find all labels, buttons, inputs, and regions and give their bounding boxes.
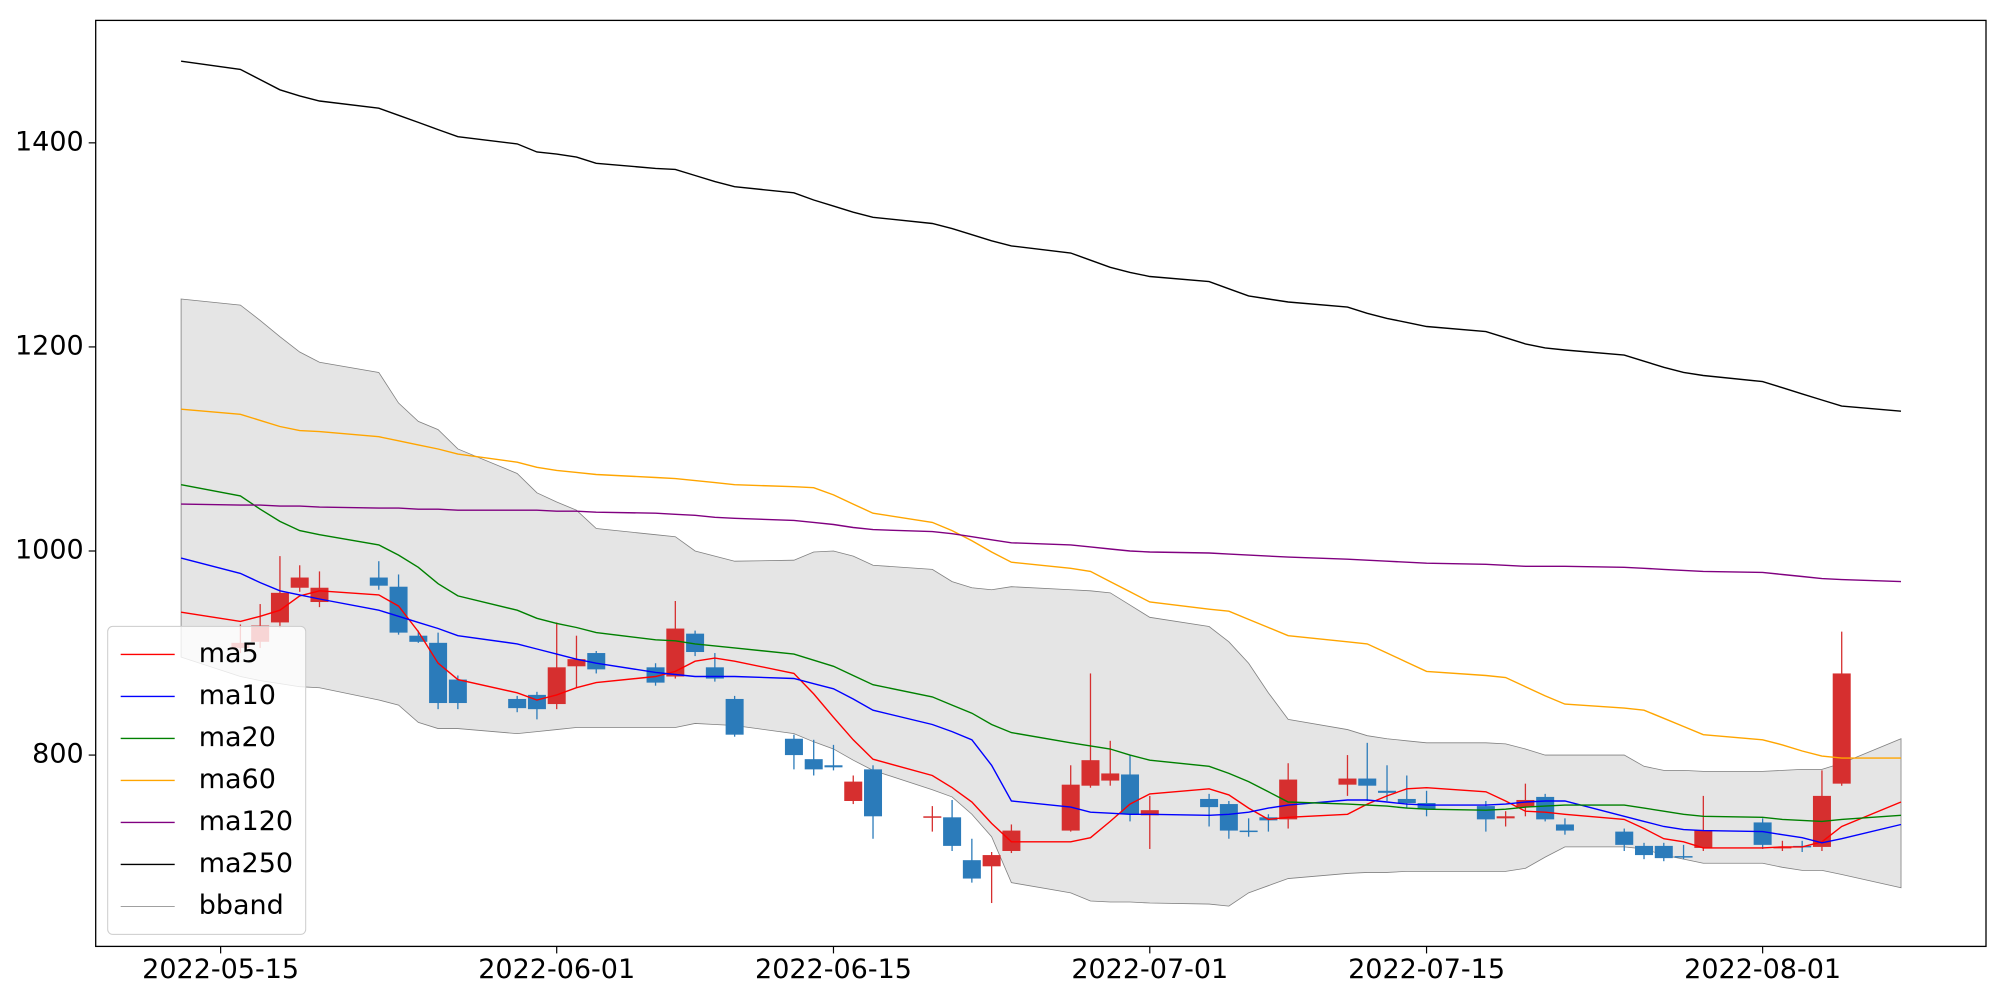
candle-body: [1121, 774, 1140, 815]
candle-body: [1773, 846, 1792, 849]
x-tick-label: 2022-06-01: [478, 954, 635, 985]
candle-body: [1674, 856, 1693, 858]
legend-label: bband: [199, 890, 284, 921]
candle-body: [409, 635, 428, 642]
candle-body: [1555, 824, 1574, 831]
candle-body: [1338, 778, 1357, 785]
candle-body: [1279, 779, 1298, 820]
y-tick-label: 1400: [15, 126, 84, 157]
candle-body: [1081, 760, 1100, 786]
candle-body: [1200, 798, 1219, 808]
y-tick-label: 1200: [15, 330, 84, 361]
candle-body: [1753, 822, 1772, 845]
ma-line: [181, 408, 1901, 759]
x-tick-label: 2022-06-15: [755, 954, 912, 985]
candle-body: [567, 659, 586, 667]
candle-body: [943, 817, 962, 846]
candle-body: [1635, 845, 1654, 856]
candle-body: [1378, 790, 1397, 793]
candle-body: [804, 759, 823, 770]
ma-line: [180, 484, 1902, 823]
plot-area: [180, 60, 1902, 907]
ma-line: [180, 590, 1902, 849]
candle-body: [1516, 799, 1535, 808]
candle-body: [1476, 806, 1495, 820]
ma-line: [181, 503, 1902, 583]
candle-body: [824, 765, 843, 768]
candle-body: [1397, 798, 1416, 804]
candle-body: [1002, 830, 1021, 851]
ma-line: [180, 557, 1902, 844]
candle-body: [1694, 830, 1713, 848]
x-tick-label: 2022-05-15: [142, 954, 299, 985]
candle-body: [1219, 804, 1238, 831]
candle-body: [270, 592, 289, 623]
candle-body: [1239, 830, 1258, 833]
legend-label: ma250: [199, 848, 293, 879]
legend-box: [107, 625, 307, 935]
ma-line: [181, 60, 1902, 412]
candle-body: [1496, 816, 1515, 819]
legend-label: ma10: [199, 680, 276, 711]
candle-body: [705, 667, 724, 679]
candle-body: [725, 698, 744, 735]
candle-body: [923, 816, 942, 818]
axes-frame: [95, 19, 1987, 948]
bband-area: [180, 298, 1902, 907]
candle-body: [389, 586, 408, 633]
candle-body: [290, 577, 309, 588]
candle-body: [1654, 845, 1673, 859]
candle-body: [429, 642, 448, 704]
candle-body: [547, 667, 566, 705]
legend-label: ma120: [199, 806, 293, 837]
candle-body: [448, 679, 467, 704]
legend-label: ma5: [199, 638, 259, 669]
candle-body: [686, 633, 705, 653]
candle-body: [1140, 810, 1159, 816]
legend-label: ma20: [199, 722, 276, 753]
candle-body: [962, 860, 981, 879]
x-tick-label: 2022-07-15: [1348, 954, 1505, 985]
candle-body: [1417, 803, 1436, 810]
candle-body: [1536, 796, 1555, 820]
candle-body: [508, 698, 527, 709]
candle-body: [784, 738, 803, 756]
candle-body: [587, 653, 606, 670]
candle-body: [1615, 831, 1634, 845]
y-tick-label: 1000: [15, 535, 84, 566]
legend-label: ma60: [199, 764, 276, 795]
candle-body: [666, 628, 685, 677]
candle-body: [1832, 673, 1851, 784]
x-tick-label: 2022-07-01: [1071, 954, 1228, 985]
x-tick-label: 2022-08-01: [1684, 954, 1841, 985]
legend: ma5 ma10 ma20 ma60 ma120 ma250 bband: [107, 625, 307, 935]
candle-body: [982, 855, 1001, 867]
candle-body: [864, 769, 883, 817]
candle-body: [1101, 773, 1120, 781]
candle-body: [844, 781, 863, 801]
candle-body: [1358, 778, 1377, 786]
y-tick-label: 800: [32, 739, 84, 770]
candle-body: [369, 577, 388, 586]
